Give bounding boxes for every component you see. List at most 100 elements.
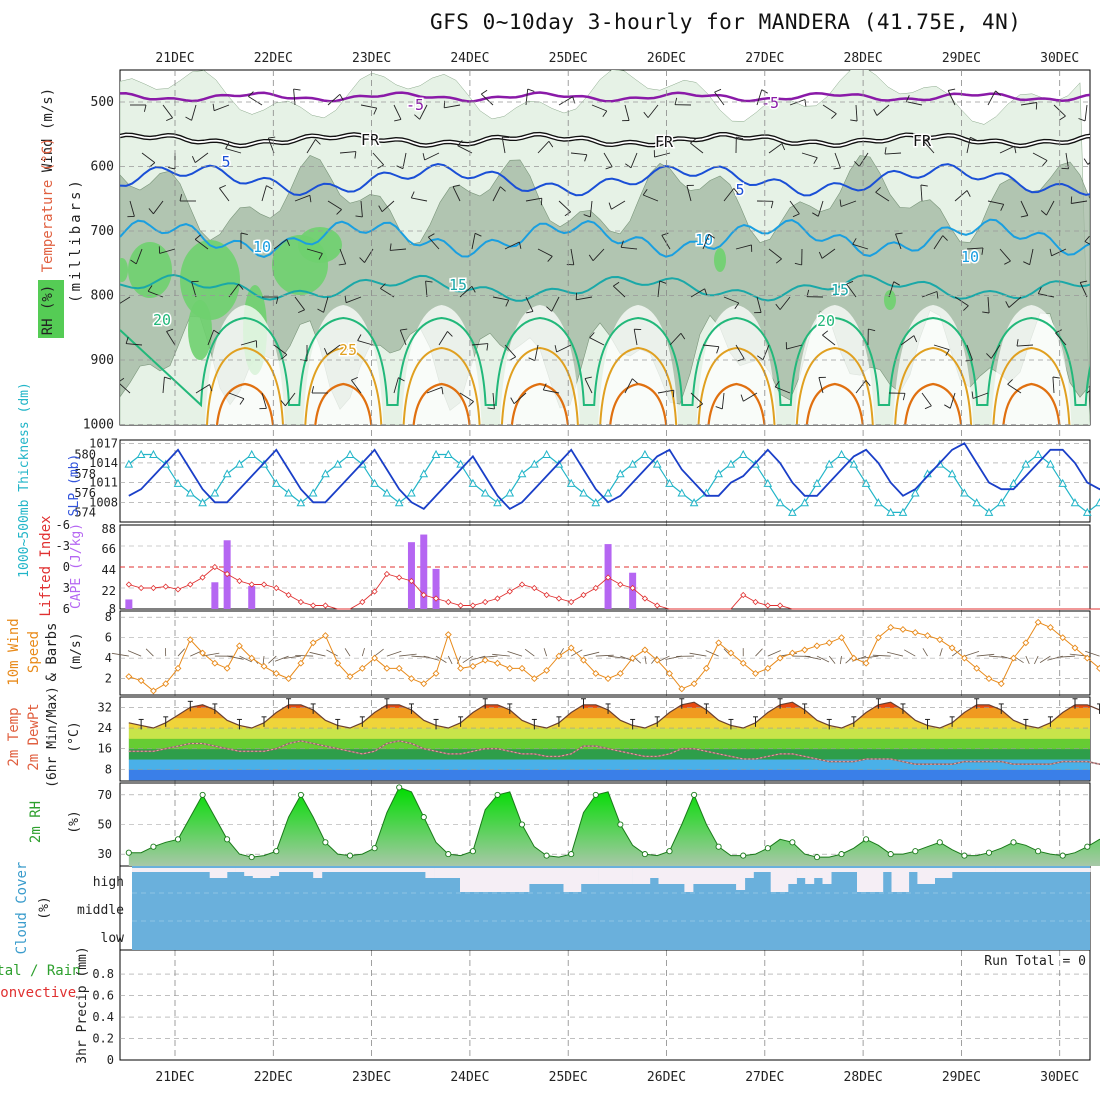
wind10m-point <box>162 680 170 688</box>
wind-barb <box>643 194 659 202</box>
cloud-high-bar <box>623 868 633 884</box>
cloud-level-high: high <box>93 875 124 890</box>
precip-tick: 0.8 <box>92 967 114 981</box>
rh2m-point <box>494 791 501 798</box>
lifted-point <box>543 591 550 599</box>
wind-barb <box>248 96 263 106</box>
wind10m-point <box>690 680 698 688</box>
wind-barb <box>999 248 1011 262</box>
wind-barb-flag <box>632 378 638 384</box>
cloud-high-bar <box>822 868 832 884</box>
wind-barb <box>966 344 973 361</box>
lifted-point <box>777 602 784 609</box>
wind-barb <box>425 281 428 298</box>
wind-barb-flag <box>620 240 624 248</box>
wind-barb-flag <box>995 90 1002 96</box>
rh2m-point <box>641 851 648 858</box>
wind-barb <box>162 377 165 394</box>
precip-label-1: Total / Rain <box>0 963 81 979</box>
wind-barb-flag <box>266 185 273 190</box>
cloud-high-bar <box>373 868 383 872</box>
slp-axis-label: SLP (mb) <box>67 454 82 517</box>
lifted-point <box>408 577 415 585</box>
wind-barb <box>690 288 705 298</box>
date-label-bottom: 29DEC <box>942 1070 981 1085</box>
wind-barb-flag <box>526 310 534 314</box>
wind10m-point <box>506 664 514 672</box>
thickness-point <box>972 498 982 507</box>
wind-barb <box>669 332 682 346</box>
wind10m-barb <box>1034 655 1039 665</box>
wind-barb <box>611 200 626 210</box>
wind-barb-flag <box>588 254 594 261</box>
wind10m-barb <box>177 648 185 657</box>
cloud-high-bar <box>762 868 771 872</box>
temp-band <box>128 728 1090 739</box>
cape-tick: 22 <box>102 584 116 598</box>
wind10m-barb <box>839 656 842 665</box>
cloud-high-bar <box>313 868 323 878</box>
wind-barb-flag <box>166 328 174 332</box>
wind-barb-flag <box>913 335 918 343</box>
cloud-high-bar <box>796 868 806 878</box>
wind10m-point <box>334 659 342 667</box>
isotherm-30 <box>314 382 373 425</box>
wind-barb <box>821 248 836 259</box>
wind-barb <box>480 93 494 106</box>
wind-barb <box>990 344 1001 359</box>
cloud-high-bar <box>157 868 167 872</box>
wind-barb <box>357 340 374 346</box>
wind-barb-flag <box>774 381 780 388</box>
wind-barb-flag <box>643 111 649 118</box>
cape-bar <box>420 534 428 609</box>
wind-barb <box>779 296 791 310</box>
cloud-high-bar <box>839 868 849 872</box>
isotherm-label: 25 <box>339 341 357 359</box>
thickness-point <box>431 449 441 458</box>
wind-barb-flag <box>936 291 939 299</box>
cloud-high-bar <box>977 868 987 872</box>
thickness-point <box>652 459 662 468</box>
thickness-point <box>198 498 207 507</box>
wind10m-barb <box>145 648 154 657</box>
wind-barb <box>846 283 857 298</box>
wind-barb-flag <box>1042 160 1048 167</box>
wind10m-point <box>223 664 231 672</box>
wind-barb <box>1079 282 1088 298</box>
wind-barb-flag <box>447 331 453 337</box>
wind-barb-flag <box>792 213 800 218</box>
dry-arch <box>696 305 777 425</box>
rh-high-area <box>298 227 342 263</box>
wind-barb <box>381 200 395 213</box>
wind-barb <box>372 152 385 166</box>
wind-barb-flag <box>920 184 928 187</box>
cloud-high-bar <box>779 868 789 892</box>
rh2m-point <box>740 852 747 859</box>
wind10m-barb <box>309 651 326 657</box>
isotherm-label: FR <box>655 133 674 151</box>
lifted-point <box>568 598 575 606</box>
wind-barb <box>735 244 752 250</box>
isotherm-label: 10 <box>961 248 979 266</box>
wind-axis-label: Wind (m/s) <box>40 88 56 172</box>
wind-barb <box>723 188 735 202</box>
wind-barb-flag <box>1040 210 1047 216</box>
wind-barb <box>895 233 902 250</box>
wind-barb-flag <box>422 153 426 161</box>
cloud-high-bar <box>218 868 228 878</box>
wind-barb-flag <box>275 296 279 304</box>
thickness-point <box>689 498 699 507</box>
wind10m-point <box>322 632 329 640</box>
cloud-high-bar <box>382 868 392 872</box>
isotherm-label: 10 <box>253 238 271 256</box>
cloud-high-bar <box>520 868 530 892</box>
wind-barb-flag <box>833 167 841 170</box>
wind-barb <box>191 104 197 121</box>
precip-tick: 0.2 <box>92 1032 114 1046</box>
cloud-high-bar <box>244 868 254 876</box>
rh2m-point <box>936 839 943 846</box>
cloud-level-middle: middle <box>77 903 124 918</box>
wind-barb-flag <box>114 299 116 306</box>
wind10m-point <box>997 680 1005 688</box>
lifted-point <box>224 570 231 578</box>
